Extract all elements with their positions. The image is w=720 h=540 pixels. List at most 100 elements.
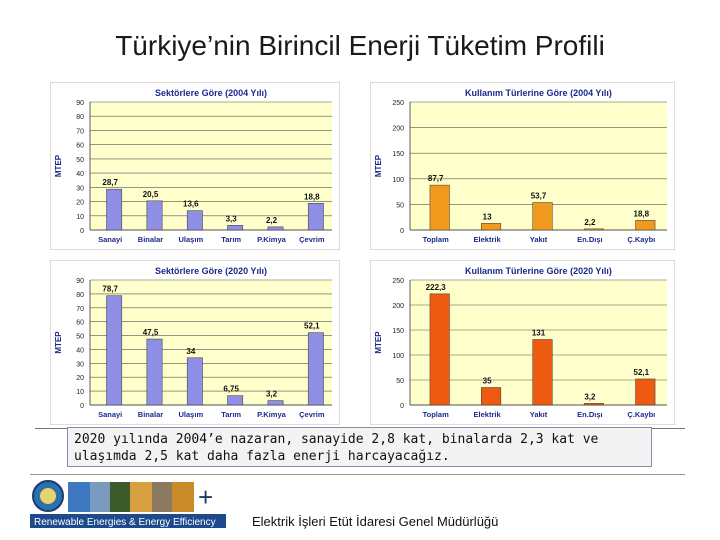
x-tick-label: Ulaşım [179,410,204,419]
x-tick-label: Yakıt [530,410,548,419]
bar [307,203,324,231]
y-tick-label: 30 [76,361,84,368]
data-label: 28,7 [102,178,118,187]
x-tick-label: Tarım [221,410,241,419]
data-label: 18,8 [304,192,320,201]
y-tick-label: 50 [396,378,404,385]
data-label: 52,1 [634,368,650,377]
data-label: 13,6 [183,200,199,209]
data-label: 222,3 [426,283,447,292]
data-label: 18,8 [634,209,650,218]
chart-title: Kullanım Türlerine Göre (2004 Yılı) [465,88,612,98]
x-tick-label: Çevrim [299,235,325,244]
y-tick-label: 10 [76,389,84,396]
y-axis-label: MTEP [374,331,383,354]
y-tick-label: 200 [392,126,404,133]
chart-sectors-2004: Sektörlere Göre (2004 Yılı) MTEP 0 10 20 30 40… [50,82,340,250]
data-label: 52,1 [304,322,320,331]
y-tick-label: 80 [76,114,84,121]
x-tick-label: Toplam [423,410,449,419]
bar [146,200,163,231]
svg-text:+: + [198,482,213,512]
data-label: 53,7 [531,192,547,201]
y-tick-label: 100 [392,353,404,360]
x-tick-label: Çevrim [299,410,325,419]
bar [583,228,604,231]
x-tick-label: Elektrik [474,410,502,419]
y-tick-label: 0 [80,228,84,235]
y-tick-label: 40 [76,171,84,178]
y-tick-label: 100 [392,177,404,184]
y-tick-label: 70 [76,306,84,313]
bar [635,220,656,231]
data-label: 3,3 [226,214,238,223]
y-tick-label: 60 [76,320,84,327]
x-tick-label: Binalar [138,235,164,244]
footer-org: Elektrik İşleri Etüt İdaresi Genel Müdür… [252,514,499,529]
bar [532,339,553,406]
x-tick-label: Sanayi [98,235,122,244]
y-tick-label: 50 [76,334,84,341]
y-tick-label: 20 [76,200,84,207]
bar [227,225,244,231]
x-tick-label: Tarım [221,235,241,244]
bar [186,357,203,406]
y-tick-label: 20 [76,375,84,382]
x-tick-label: Binalar [138,410,164,419]
y-tick-label: 90 [76,100,84,107]
x-tick-label: P.Kimya [257,235,286,244]
bar [186,210,203,231]
data-label: 131 [532,329,546,338]
y-tick-label: 80 [76,292,84,299]
x-tick-label: Ulaşım [179,235,204,244]
y-tick-label: 50 [396,202,404,209]
chart-svg: Sektörlere Göre (2020 Yılı) MTEP 0 10 20 30 40… [50,260,340,425]
data-label: 35 [483,377,492,386]
chart-svg: Sektörlere Göre (2004 Yılı) MTEP 0 10 20 30 40… [50,82,340,250]
y-tick-label: 250 [392,278,404,285]
bar [307,332,324,406]
data-label: 13 [483,212,492,221]
chart-title: Sektörlere Göre (2004 Yılı) [155,88,267,98]
caption-box: 2020 yılında 2004’e nazaran, sanayide 2,… [67,427,652,467]
x-tick-label: Elektrik [474,235,502,244]
data-label: 2,2 [584,218,596,227]
chart-svg: Kullanım Türlerine Göre (2020 Yılı) MTEP 0… [370,260,675,425]
y-tick-label: 0 [400,228,404,235]
chart-title: Sektörlere Göre (2020 Yılı) [155,266,267,276]
x-tick-label: En.Dışı [577,410,602,419]
bar [429,293,450,406]
chart-usage-2004: Kullanım Türlerine Göre (2004 Yılı) MTEP 0… [370,82,675,250]
y-tick-label: 0 [80,403,84,410]
y-tick-label: 0 [400,403,404,410]
data-label: 87,7 [428,174,444,183]
y-tick-label: 50 [76,157,84,164]
page-title: Türkiye’nin Birincil Enerji Tüketim Prof… [115,30,605,61]
bar [267,400,284,406]
x-tick-label: Ç.Kaybı [627,235,655,244]
x-tick-label: P.Kimya [257,410,286,419]
y-axis-label: MTEP [54,331,63,354]
y-tick-label: 250 [392,100,404,107]
chart-usage-2020: Kullanım Türlerine Göre (2020 Yılı) MTEP 0… [370,260,675,425]
chart-svg: Kullanım Türlerine Göre (2004 Yılı) MTEP 0… [370,82,675,250]
chart-title: Kullanım Türlerine Göre (2020 Yılı) [465,266,612,276]
x-tick-label: Ç.Kaybı [627,410,655,419]
bar [532,202,553,231]
bar [583,403,604,406]
logo: + Renewable Energies & Energy Efficiency [30,476,226,530]
x-tick-label: En.Dışı [577,235,602,244]
data-label: 20,5 [143,190,159,199]
bar [106,295,123,406]
data-label: 34 [186,347,195,356]
bar [429,184,450,231]
y-tick-label: 90 [76,278,84,285]
bar [481,387,502,406]
y-tick-label: 60 [76,143,84,150]
bar [481,223,502,231]
y-tick-label: 200 [392,303,404,310]
plot-area [90,280,332,405]
data-label: 2,2 [266,216,278,225]
chart-sectors-2020: Sektörlere Göre (2020 Yılı) MTEP 0 10 20 30 40… [50,260,340,425]
bar [106,188,123,231]
